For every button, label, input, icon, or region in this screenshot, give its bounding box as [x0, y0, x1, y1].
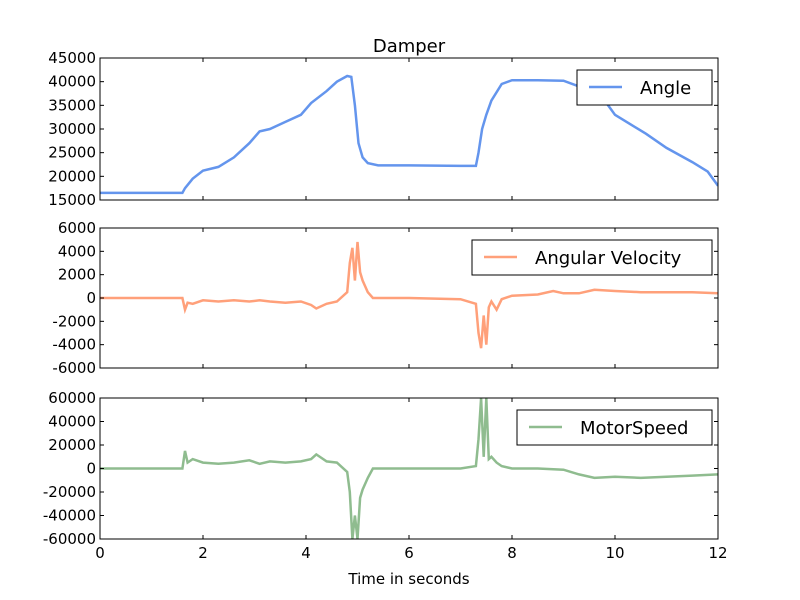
y-tick-label: 0: [86, 289, 96, 307]
y-tick-label: 20000: [48, 167, 96, 185]
x-tick-label: 10: [605, 544, 624, 562]
legend: Angle: [576, 69, 713, 106]
y-tick-label: -20000: [43, 483, 96, 501]
y-tick-label: -4000: [52, 336, 96, 354]
legend: MotorSpeed: [516, 409, 713, 446]
y-tick-label: 25000: [48, 144, 96, 162]
y-tick-label: 60000: [48, 389, 96, 407]
x-tick-label: 12: [708, 544, 727, 562]
y-tick-label: -60000: [43, 530, 96, 548]
y-tick-label: 20000: [48, 436, 96, 454]
y-tick-label: 40000: [48, 73, 96, 91]
panel-angle: 15000 20000 25000 30000 35000 40000 45000 Angle: [48, 49, 719, 209]
y-tick-label: 45000: [48, 49, 96, 67]
x-tick-label: 2: [198, 544, 208, 562]
x-tick-label: 8: [507, 544, 517, 562]
x-tick-label: 0: [95, 544, 105, 562]
legend-label: Angular Velocity: [535, 248, 682, 269]
y-tick-label: 6000: [58, 219, 96, 237]
y-tick-label: 35000: [48, 96, 96, 114]
legend: Angular Velocity: [471, 239, 713, 276]
panel-motorspeed: -60000 -40000 -20000 0 20000 40000 60000 0 2 4 6 8 1…: [43, 389, 728, 562]
y-tick-label: 40000: [48, 413, 96, 431]
legend-label: Angle: [640, 78, 691, 99]
x-tick-label: 6: [404, 544, 414, 562]
series-line-angular-velocity: [100, 241, 718, 349]
chart-title: Damper: [373, 36, 446, 57]
panels-group: 15000200002500030000350004000045000Angle…: [43, 49, 728, 562]
panel-angular-velocity: -6000 -4000 -2000 0 2000 4000 6000 Angular Velo…: [52, 219, 719, 377]
y-tick-label: 30000: [48, 120, 96, 138]
y-tick-label: 2000: [58, 266, 96, 284]
x-axis-title: Time in seconds: [347, 570, 469, 588]
x-tick-label: 4: [301, 544, 311, 562]
y-tick-label: -40000: [43, 507, 96, 525]
y-tick-label: 4000: [58, 242, 96, 260]
series-line-motorspeed: [100, 398, 718, 539]
y-tick-label: 0: [86, 460, 96, 478]
y-tick-label: -2000: [52, 312, 96, 330]
y-tick-label: 15000: [48, 191, 96, 209]
y-tick-label: -6000: [52, 359, 96, 377]
legend-label: MotorSpeed: [580, 418, 688, 439]
